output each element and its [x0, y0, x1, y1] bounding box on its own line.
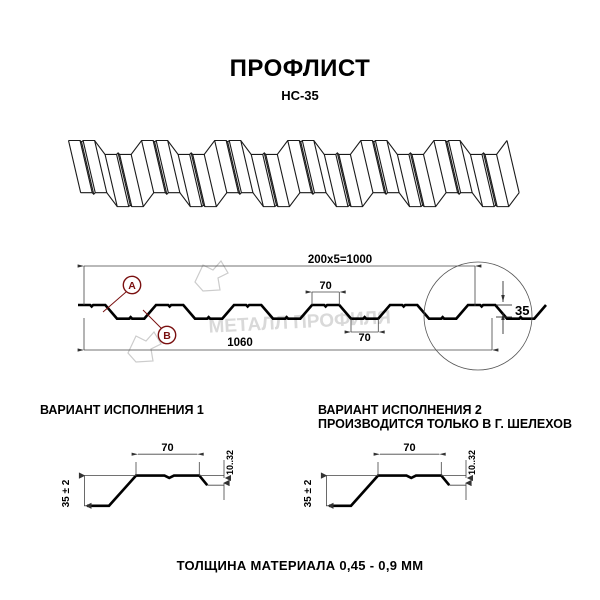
svg-text:35: 35	[515, 303, 529, 318]
svg-text:200x5=1000: 200x5=1000	[308, 254, 372, 266]
svg-text:70: 70	[319, 280, 331, 292]
svg-text:A: A	[128, 280, 136, 292]
svg-text:1060: 1060	[227, 337, 253, 349]
svg-text:B: B	[163, 330, 171, 342]
svg-text:70: 70	[358, 332, 370, 344]
